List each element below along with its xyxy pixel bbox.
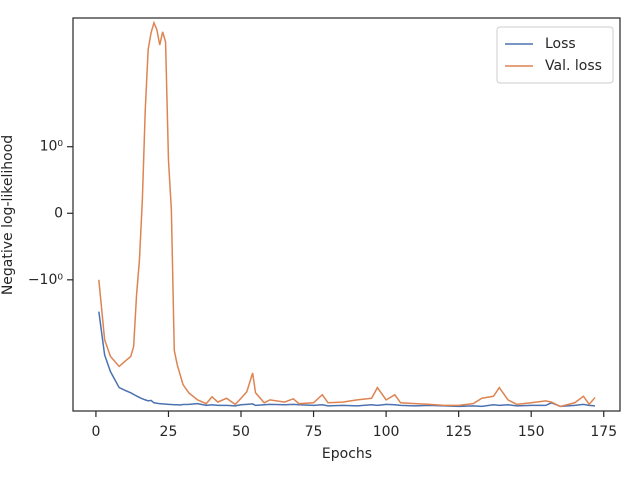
y-axis-label: Negative log-likelihood: [0, 135, 16, 295]
x-tick-label: 175: [590, 424, 617, 440]
x-axis-label: Epochs: [322, 446, 372, 462]
y-tick-label: 10⁰: [40, 139, 64, 155]
x-tick-label: 100: [373, 424, 400, 440]
axes-frame: [72, 17, 621, 412]
legend-label: Loss: [545, 36, 576, 52]
legend-label: Val. loss: [545, 58, 602, 74]
series-line: [98, 20, 596, 408]
x-tick-label: 50: [232, 424, 250, 440]
x-tick-label: 150: [518, 424, 545, 440]
y-tick-label: −10⁰: [28, 272, 64, 288]
series-line: [98, 311, 596, 408]
x-tick-label: 25: [160, 424, 178, 440]
y-tick-label: 0: [54, 205, 63, 221]
legend-box: [496, 26, 614, 84]
x-tick-label: 125: [445, 424, 472, 440]
x-tick-label: 75: [305, 424, 323, 440]
x-tick-label: 0: [91, 424, 100, 440]
